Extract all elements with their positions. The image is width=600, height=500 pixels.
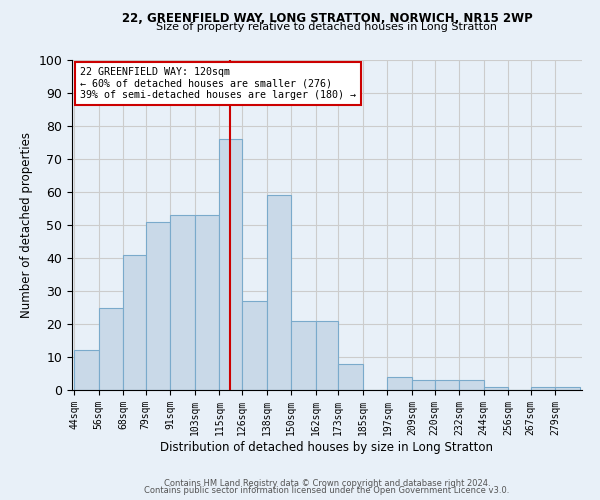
Y-axis label: Number of detached properties: Number of detached properties (20, 132, 33, 318)
Bar (266, 196, 291, 390)
Bar (195, 215, 220, 390)
Bar (242, 301, 266, 390)
Bar (338, 364, 363, 390)
Bar (316, 320, 338, 390)
Bar (123, 254, 146, 390)
Bar (412, 380, 434, 390)
Bar (74, 350, 98, 390)
Bar (484, 386, 508, 390)
Bar (170, 215, 195, 390)
Text: 22, GREENFIELD WAY, LONG STRATTON, NORWICH, NR15 2WP: 22, GREENFIELD WAY, LONG STRATTON, NORWI… (122, 12, 532, 26)
Bar (556, 386, 580, 390)
Bar (146, 222, 170, 390)
Bar (531, 386, 556, 390)
Bar (98, 308, 123, 390)
Bar (434, 380, 459, 390)
Bar (388, 377, 412, 390)
Text: Size of property relative to detached houses in Long Stratton: Size of property relative to detached ho… (157, 22, 497, 32)
Bar (220, 139, 242, 390)
X-axis label: Distribution of detached houses by size in Long Stratton: Distribution of detached houses by size … (161, 440, 493, 454)
Text: Contains public sector information licensed under the Open Government Licence v3: Contains public sector information licen… (145, 486, 509, 495)
Text: Contains HM Land Registry data © Crown copyright and database right 2024.: Contains HM Land Registry data © Crown c… (164, 478, 490, 488)
Text: 22 GREENFIELD WAY: 120sqm
← 60% of detached houses are smaller (276)
39% of semi: 22 GREENFIELD WAY: 120sqm ← 60% of detac… (80, 66, 356, 100)
Bar (291, 320, 316, 390)
Bar (459, 380, 484, 390)
